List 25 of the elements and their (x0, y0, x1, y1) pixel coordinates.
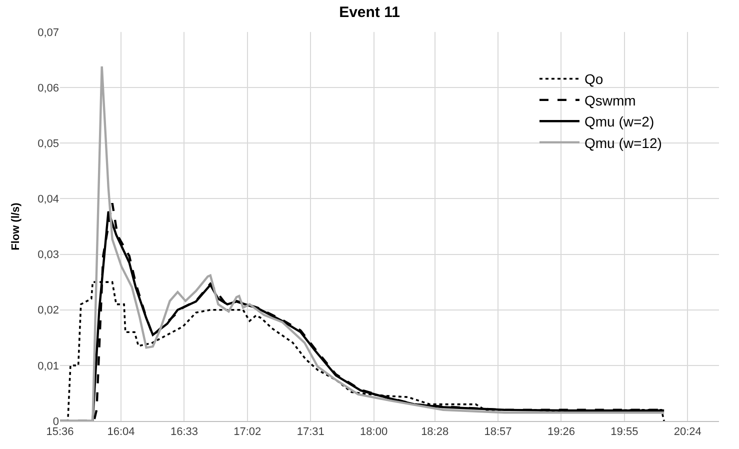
y-tick-label: 0,04 (38, 194, 59, 206)
legend-label: Qo (584, 71, 604, 88)
legend-label: Qmu (w=12) (584, 134, 662, 151)
x-tick-label: 20:24 (674, 426, 702, 438)
x-tick-label: 17:02 (234, 426, 262, 438)
x-tick-label: 18:28 (421, 426, 449, 438)
y-tick-label: 0 (52, 416, 59, 428)
x-tick-label: 18:57 (484, 426, 512, 438)
y-tick-label: 0,07 (38, 26, 59, 39)
legend-label: Qswmm (584, 92, 636, 108)
x-tick-label: 16:33 (170, 426, 198, 438)
legend-label: Qmu (w=2) (584, 114, 654, 130)
y-tick-label: 0,01 (38, 360, 59, 372)
y-tick-label: 0,05 (38, 138, 59, 150)
x-tick-label: 15:36 (46, 426, 74, 438)
y-axis-title: Flow (l/s) (10, 202, 22, 250)
y-tick-label: 0,03 (38, 249, 59, 262)
x-tick-label: 16:04 (107, 426, 135, 438)
y-tick-label: 0,02 (38, 304, 59, 317)
chart-title: Event 11 (339, 4, 400, 22)
x-tick-label: 19:26 (547, 426, 575, 438)
x-tick-label: 19:55 (610, 426, 638, 438)
y-tick-label: 0,06 (38, 82, 59, 94)
x-tick-label: 18:00 (360, 426, 388, 438)
x-tick-label: 17:31 (296, 426, 324, 438)
